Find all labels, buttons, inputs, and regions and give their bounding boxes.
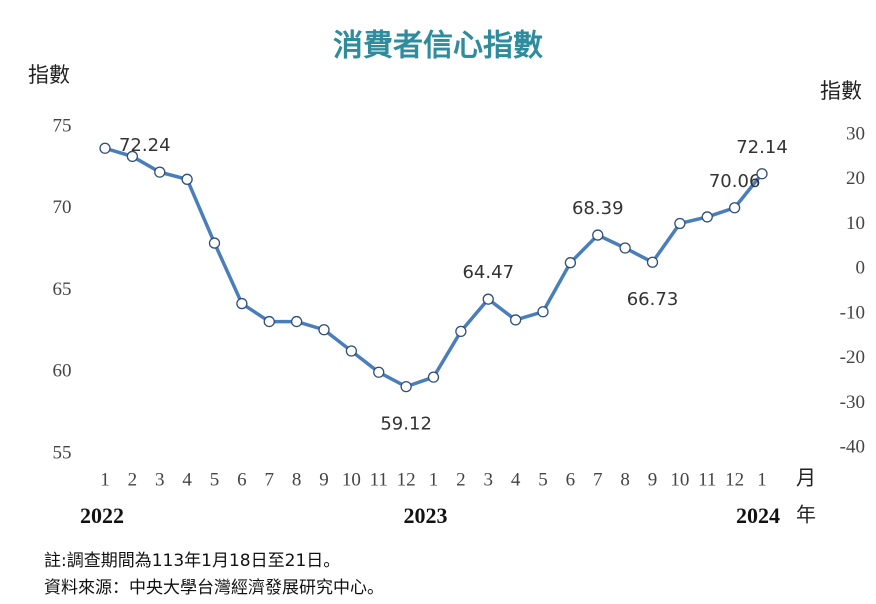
x-tick-label: 1 [429,469,439,490]
y-tick-label: 60 [53,361,72,382]
marker [208,237,221,249]
marker [400,380,412,393]
x-tick-label: 2 [456,469,466,490]
data-label: 59.12 [380,414,432,435]
y2-tick-label: 0 [856,258,866,279]
marker [564,257,577,269]
marker [373,366,385,378]
y2-axis-title: 指數 [820,79,862,103]
year-unit-label: 年 [796,503,816,527]
data-label: 72.14 [736,137,788,158]
data-label: 64.47 [462,262,514,283]
data-label: 68.39 [572,198,624,219]
x-tick-label: 5 [538,469,548,490]
x-tick-label: 1 [757,469,767,490]
y2-tick-label: -20 [840,347,865,368]
marker [181,173,193,185]
x-tick-label: 9 [319,469,329,490]
x-tick-label: 8 [292,469,302,490]
y2-tick-label: 30 [846,123,865,144]
x-tick-label: 11 [370,469,388,490]
x-tick-label: 10 [342,469,361,490]
x-tick-label: 11 [698,469,716,490]
y-tick-label: 70 [53,197,72,218]
data-label: 66.73 [627,289,679,310]
y2-tick-label: -30 [840,392,865,413]
x-tick-label: 12 [397,469,416,490]
line [104,146,764,389]
source-note: 資料來源：中央大學台灣經濟發展研究中心。 [44,578,384,598]
year-label: 2022 [80,503,124,528]
data-label: 72.24 [119,135,171,156]
x-tick-label: 4 [511,469,521,490]
x-tick-label: 4 [182,469,192,490]
x-unit-label: 月 [796,466,816,490]
marker [619,242,631,254]
y-axis-title: 指數 [28,63,70,87]
x-tick-label: 7 [593,469,603,490]
year-label: 2024 [736,503,780,528]
marker [482,293,494,305]
y2-tick-label: -10 [840,302,865,323]
marker [126,150,139,163]
marker [427,371,440,383]
x-tick-label: 12 [725,469,744,490]
marker [537,306,549,318]
marker [263,315,275,328]
x-tick-label: 6 [237,469,247,490]
y-tick-label: 55 [53,442,72,463]
y2-tick-label: 20 [846,168,865,189]
y-tick-label: 65 [53,279,72,300]
data-label: 70.06 [709,171,761,192]
marker [701,211,713,223]
x-tick-label: 2 [128,469,138,490]
chart-title: 消費者信心指數 [333,29,543,64]
marker [290,315,303,328]
y-tick-label: 75 [53,115,72,136]
x-tick-label: 10 [670,469,689,490]
marker [646,256,659,268]
x-tick-label: 6 [566,469,576,490]
marker [756,168,768,180]
x-tick-label: 9 [648,469,658,490]
marker [455,325,467,338]
x-tick-label: 8 [620,469,630,490]
x-tick-label: 7 [265,469,275,490]
x-tick-label: 3 [155,469,165,490]
x-tick-label: 5 [210,469,220,490]
marker [345,345,358,357]
marker [674,217,686,230]
x-tick-label: 3 [484,469,494,490]
footnote: 註:調查期間為113年1月18日至21日。 [44,551,340,571]
marker [318,324,330,336]
y2-tick-label: 10 [846,213,865,234]
marker [154,166,166,178]
marker [99,142,111,154]
y2-tick-label: -40 [840,437,865,458]
year-label: 2023 [404,503,448,528]
marker [728,202,741,214]
marker [236,297,248,310]
x-tick-label: 1 [100,469,110,490]
marker [509,314,522,326]
marker [592,229,604,241]
